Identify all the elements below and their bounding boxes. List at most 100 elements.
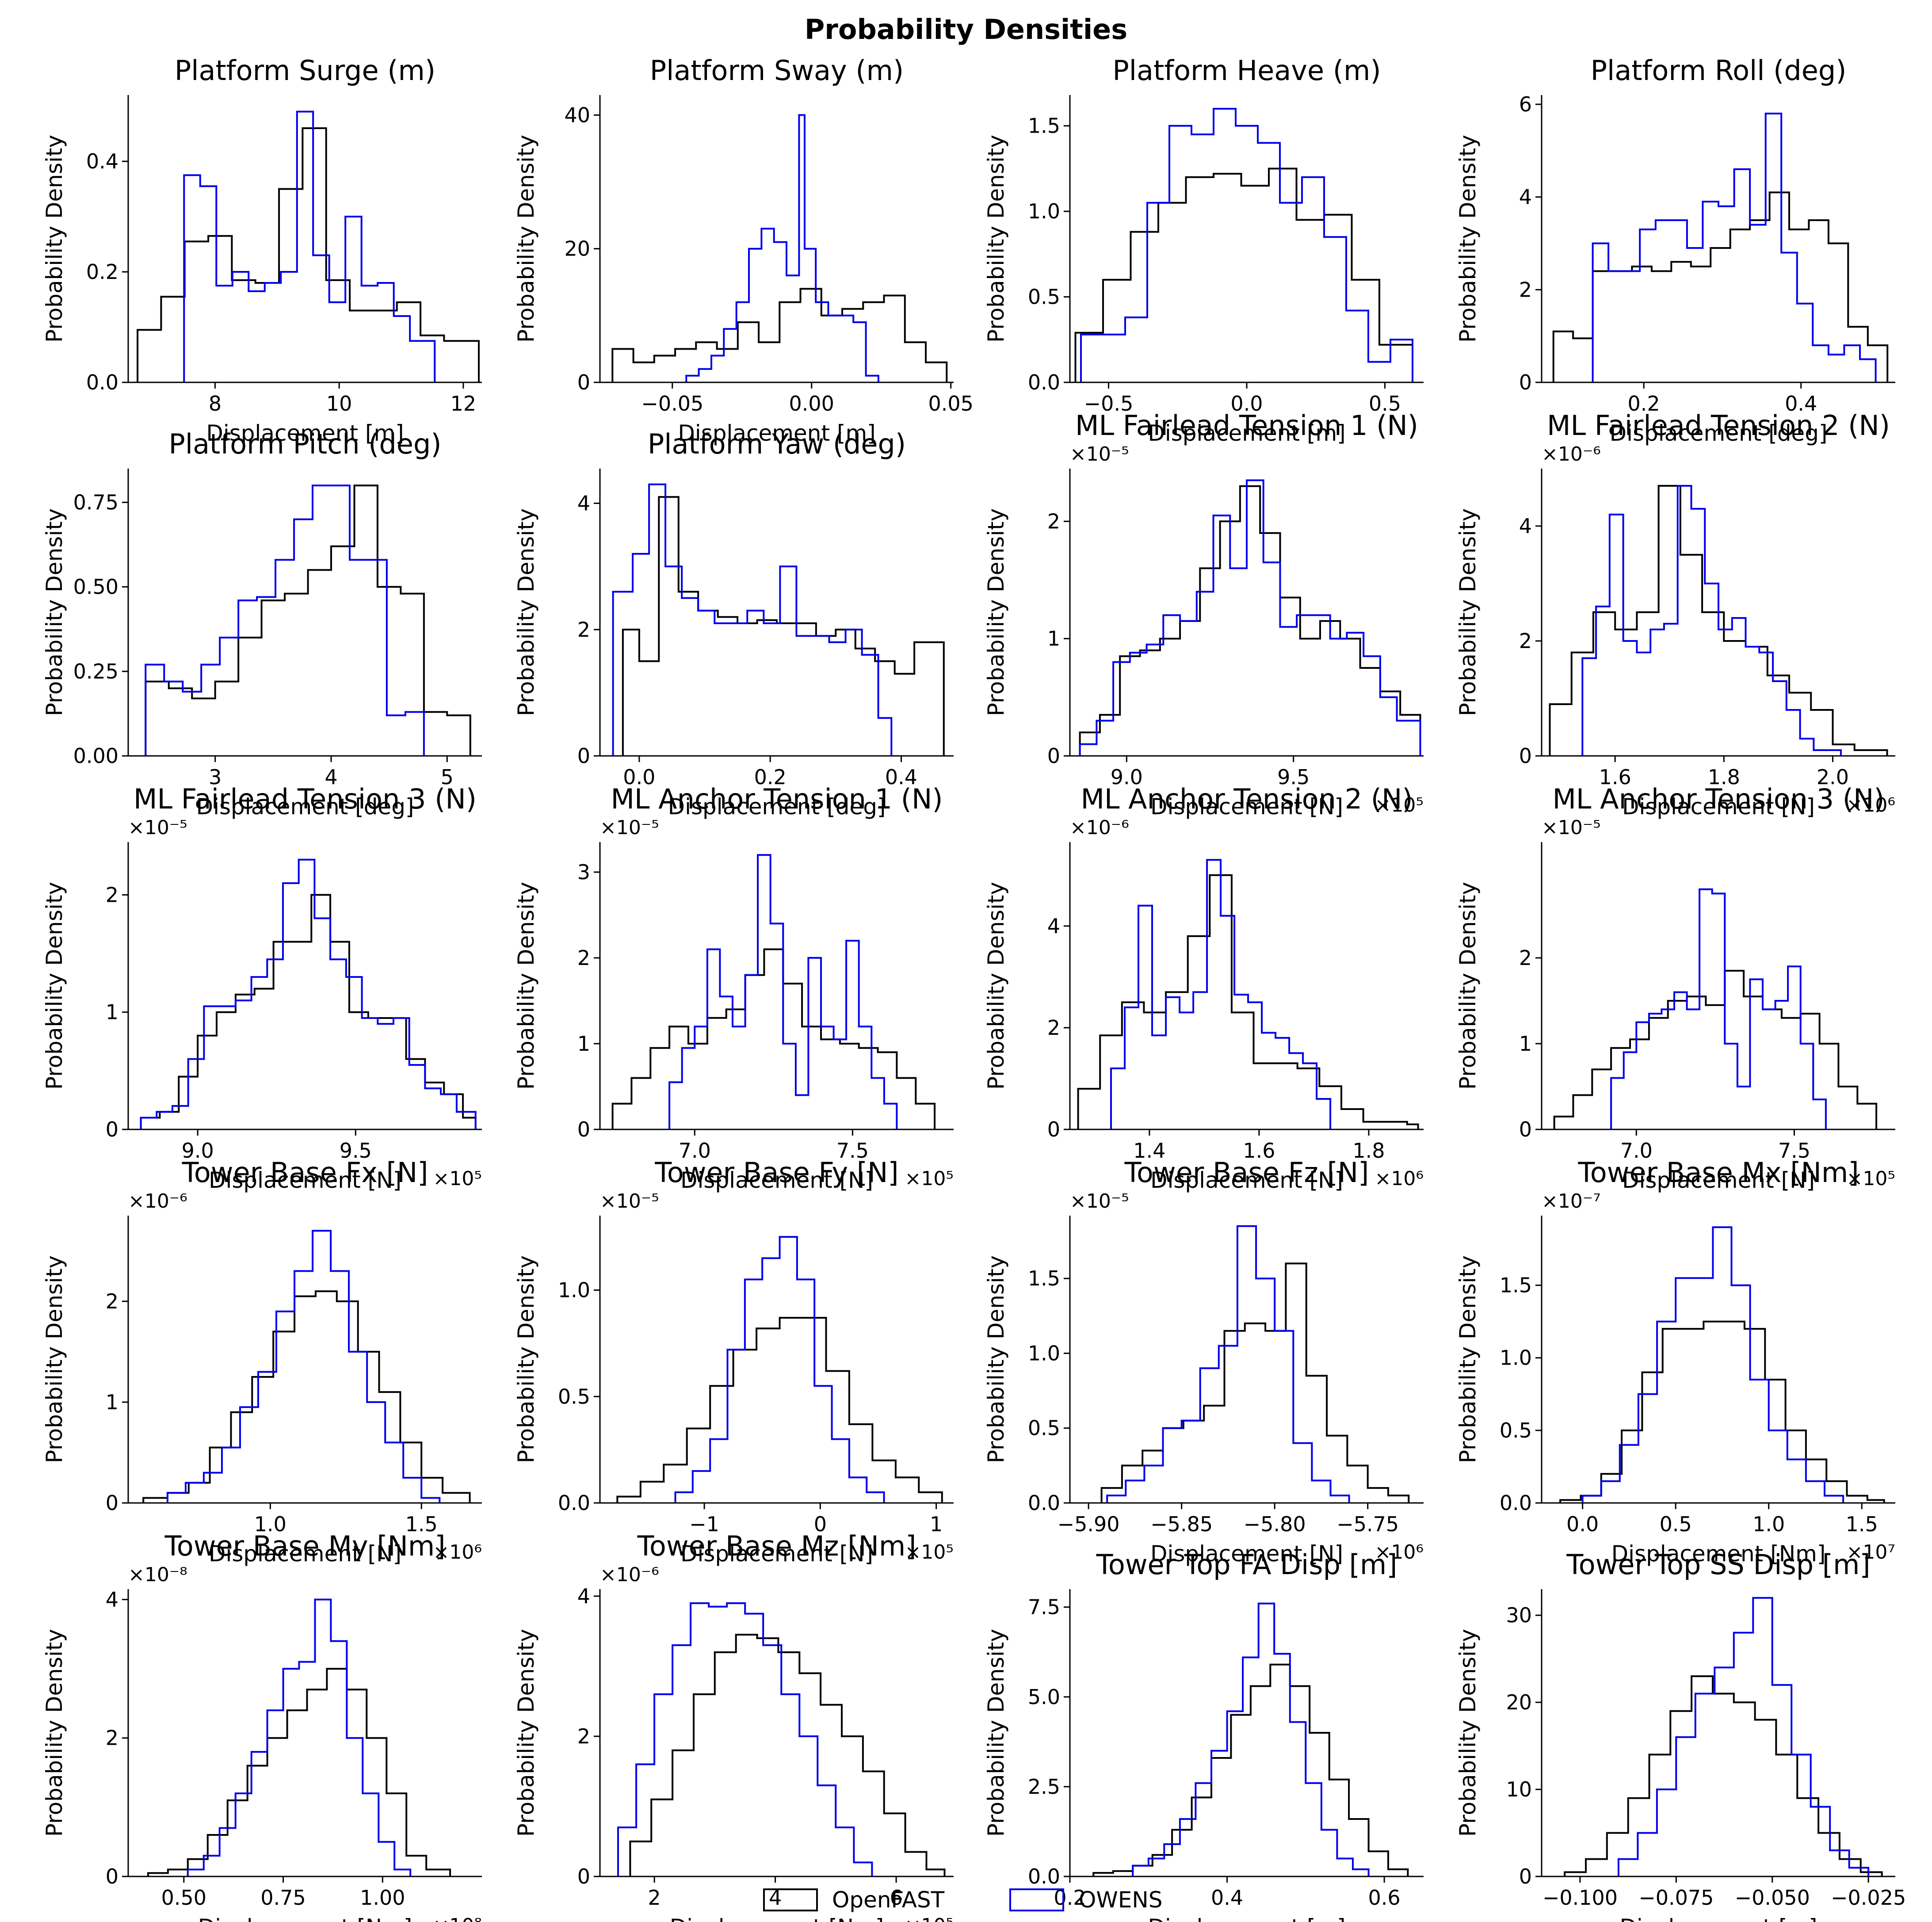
x-tick-label: 0.4	[885, 765, 917, 789]
x-tick-label: 1	[930, 1512, 943, 1536]
x-tick-label: 9.0	[1111, 765, 1143, 789]
x-tick-label: 6	[890, 1886, 902, 1910]
y-tick-label: 0.5	[1028, 285, 1060, 309]
histogram-openfast	[1077, 874, 1419, 1129]
y-tick-label: 0.50	[73, 575, 118, 599]
y-tick-label: 0	[1519, 370, 1532, 394]
subplot-title: Platform Sway (m)	[650, 54, 904, 87]
x-tick-label: −0.05	[641, 392, 703, 416]
y-tick-label: 0.75	[73, 490, 118, 514]
y-offset-text: ×10⁻⁶	[1070, 816, 1129, 839]
x-tick-label: 1.00	[360, 1886, 405, 1910]
subplot-title: ML Anchor Tension 1 (N)	[611, 783, 943, 815]
y-tick-label: 0.2	[86, 260, 118, 284]
y-tick-label: 10	[1506, 1777, 1532, 1801]
subplot-6: 0.0 0.2 0.4 0 2 4 Platform Yaw (deg) Displaceme…	[513, 428, 954, 820]
y-tick-label: 4	[106, 1587, 118, 1611]
x-axis-label: Displacement [N]	[1150, 794, 1343, 820]
y-tick-label: 2	[1047, 509, 1060, 533]
y-tick-label: 4	[1047, 914, 1060, 938]
histogram-owens	[1617, 1597, 1870, 1876]
figure-title: Probability Densities	[805, 13, 1127, 46]
y-tick-label: 0.0	[1028, 1491, 1060, 1515]
y-tick-label: 7.5	[1028, 1595, 1060, 1619]
x-tick-label: −0.050	[1735, 1886, 1810, 1910]
x-axis-label: Displacement [m]	[206, 420, 404, 446]
y-tick-label: 0	[1519, 744, 1532, 768]
y-axis-label: Probability Density	[1455, 1629, 1481, 1837]
y-offset-text: ×10⁻⁵	[600, 816, 659, 839]
x-tick-label: 9.5	[1277, 765, 1310, 789]
y-tick-label: 0.00	[73, 744, 118, 768]
y-axis-label: Probability Density	[513, 135, 539, 343]
y-tick-label: 0.5	[558, 1384, 590, 1408]
y-tick-label: 0	[1047, 1117, 1060, 1141]
y-tick-label: 2	[577, 1724, 590, 1748]
x-tick-label: 0.4	[1785, 392, 1817, 416]
histogram-owens	[187, 1598, 412, 1876]
y-tick-label: 0.4	[86, 149, 118, 173]
x-offset-text: ×10⁵	[433, 1167, 482, 1190]
subplot-title: Platform Heave (m)	[1112, 54, 1381, 87]
x-axis-label: Displacement [Nm]	[670, 1914, 884, 1922]
y-tick-label: 1	[1047, 627, 1060, 651]
y-tick-label: 0.0	[558, 1491, 590, 1515]
x-tick-label: 0.00	[789, 392, 834, 416]
y-tick-label: 0	[577, 744, 590, 768]
y-axis-label: Probability Density	[983, 1255, 1009, 1463]
subplot-title: Tower Base Mz [Nm]	[637, 1530, 916, 1562]
y-tick-label: 1	[106, 1390, 118, 1414]
x-axis-label: Displacement [N]	[1150, 1167, 1343, 1193]
y-tick-label: 4	[577, 492, 590, 515]
x-axis-label: Displacement [Nm]	[1611, 1541, 1826, 1567]
subplot-title: ML Fairlead Tension 2 (N)	[1547, 409, 1890, 442]
y-tick-label: 1	[106, 1000, 118, 1024]
y-tick-label: 0	[577, 370, 590, 394]
y-tick-label: 4	[1519, 185, 1532, 209]
y-tick-label: 1	[577, 1032, 590, 1056]
y-offset-text: ×10⁻⁵	[128, 816, 187, 839]
x-tick-label: −0.100	[1543, 1886, 1618, 1910]
y-tick-label: 30	[1506, 1603, 1532, 1627]
y-tick-label: 1	[1519, 1032, 1532, 1056]
y-tick-label: 2	[106, 883, 118, 907]
subplot-3: −0.5 0.0 0.5 0.0 0.5 1.0 1.5 Platform Heave (m)…	[983, 54, 1424, 446]
x-offset-text: ×10⁵	[1847, 1167, 1896, 1190]
y-tick-label: 0.0	[1028, 1865, 1060, 1888]
histogram-openfast	[611, 288, 948, 382]
x-tick-label: 9.0	[182, 1139, 214, 1163]
x-offset-text: ×10⁵	[905, 1167, 954, 1190]
histogram-openfast	[1549, 485, 1888, 756]
y-offset-text: ×10⁻⁶	[600, 1564, 659, 1586]
x-offset-text: ×10⁶	[1375, 1541, 1424, 1564]
histogram-owens	[1080, 108, 1413, 382]
subplot-title: Tower Top SS Disp [m]	[1566, 1548, 1870, 1581]
histogram-openfast	[1564, 1675, 1883, 1876]
y-axis-label: Probability Density	[513, 1255, 539, 1463]
x-tick-label: 1.6	[1243, 1139, 1275, 1163]
subplot-title: Tower Base Mx [Nm]	[1577, 1156, 1859, 1189]
x-tick-label: 8	[209, 392, 221, 416]
x-tick-label: 7.5	[1778, 1139, 1810, 1163]
x-offset-text: ×10⁵	[1375, 794, 1424, 816]
x-tick-label: 0.6	[1368, 1886, 1401, 1910]
x-tick-label: 0.2	[754, 765, 787, 789]
histogram-owens	[1079, 479, 1421, 756]
y-tick-label: 2	[577, 946, 590, 970]
x-axis-label: Displacement [N]	[680, 1541, 873, 1567]
histogram-owens	[612, 483, 893, 756]
y-tick-label: 6	[1519, 92, 1532, 116]
x-tick-label: −5.75	[1336, 1512, 1399, 1536]
histogram-owens	[145, 484, 425, 756]
x-tick-label: 0.2	[1628, 392, 1660, 416]
histogram-owens	[617, 1602, 873, 1876]
